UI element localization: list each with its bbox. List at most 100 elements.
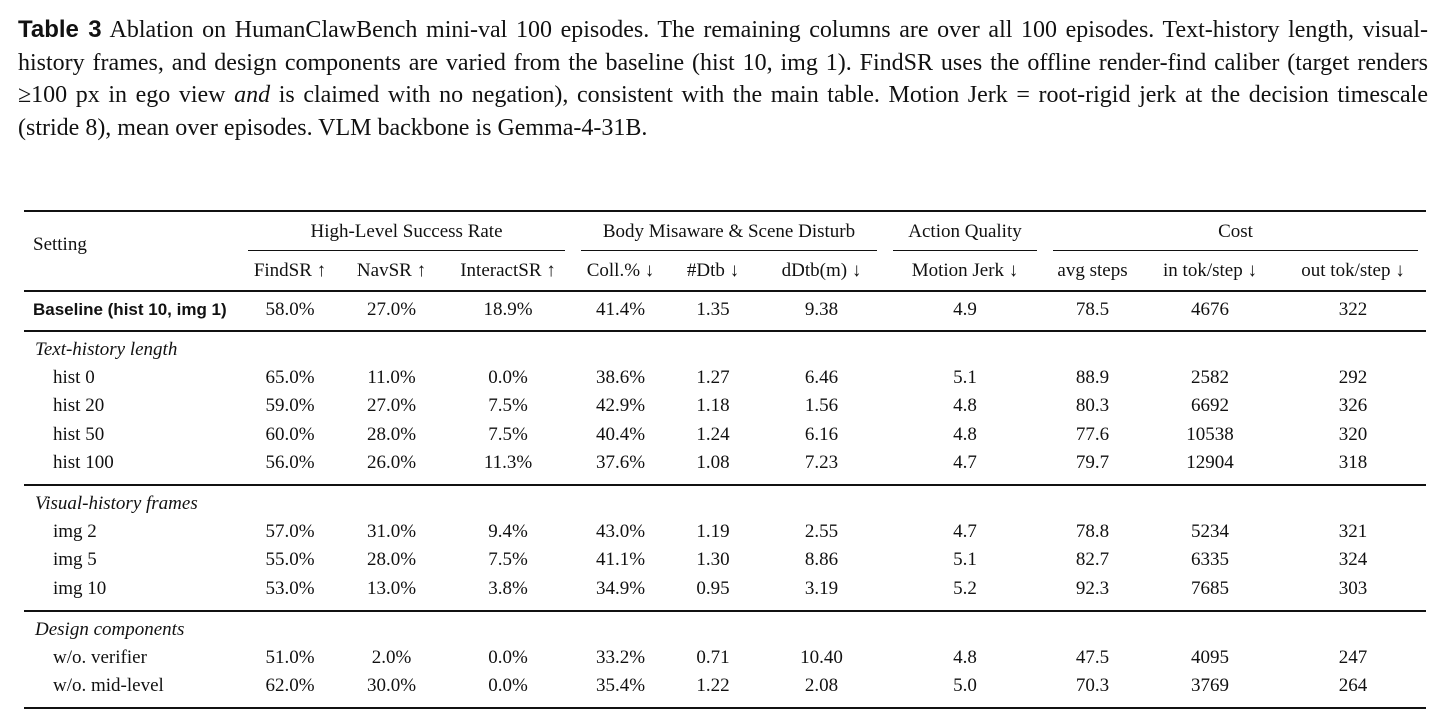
row-label: w/o. verifier <box>53 646 147 668</box>
section-title: Text-history length <box>35 339 178 360</box>
cell: 5.0 <box>953 674 977 696</box>
cell: 0.95 <box>696 577 730 599</box>
cell: 2582 <box>1191 367 1229 388</box>
cell: 324 <box>1338 549 1368 571</box>
rule <box>24 210 1426 212</box>
cell: 31.0% <box>366 520 417 542</box>
cell: 60.0% <box>265 423 315 445</box>
cell: 27.0% <box>366 395 417 417</box>
cell: 3.19 <box>804 577 839 599</box>
column-header: Motion Jerk ↓ <box>911 260 1019 281</box>
cell: 264 <box>1338 674 1368 696</box>
caption-italic: and <box>234 82 271 108</box>
cell: 5234 <box>1191 520 1229 542</box>
column-header: in tok/step ↓ <box>1163 260 1257 281</box>
cell: 41.1% <box>595 549 646 571</box>
cell: 38.6% <box>595 367 646 388</box>
cell: 62.0% <box>265 674 315 696</box>
cell: 0.71 <box>696 646 730 668</box>
cell: 4.9 <box>953 299 977 320</box>
cell: 1.18 <box>696 395 730 417</box>
cell: 1.08 <box>696 451 730 473</box>
cell: 5.1 <box>953 549 977 571</box>
cell: 2.0% <box>371 646 412 668</box>
cell: 12904 <box>1186 451 1234 473</box>
cell: 59.0% <box>265 395 315 417</box>
cell: 8.86 <box>804 549 839 571</box>
cell: 51.0% <box>265 646 315 668</box>
cell: 77.6 <box>1075 423 1110 445</box>
cell: 82.7 <box>1075 549 1110 571</box>
rule <box>24 484 1426 486</box>
caption: Table 3 Ablation on HumanClawBench mini-v… <box>18 14 1428 144</box>
rule <box>24 610 1426 612</box>
cell: 28.0% <box>366 549 417 571</box>
row-label: hist 100 <box>53 451 114 473</box>
cell: 27.0% <box>366 299 417 320</box>
cell: 4.8 <box>953 646 977 668</box>
cell: 80.3 <box>1075 395 1110 417</box>
column-header: Coll.% ↓ <box>586 260 655 281</box>
cell: 0.0% <box>488 646 528 668</box>
section-title: Visual-history frames <box>35 492 198 514</box>
cell: 1.19 <box>696 520 730 542</box>
column-header: #Dtb ↓ <box>686 260 740 281</box>
cell: 1.24 <box>696 423 730 445</box>
cell: 320 <box>1338 423 1368 445</box>
cell: 40.4% <box>595 423 646 445</box>
cell: 58.0% <box>265 299 315 320</box>
cell: 37.6% <box>595 451 646 473</box>
cell: 5.2 <box>953 577 977 599</box>
rule <box>581 250 877 251</box>
cell: 79.7 <box>1075 451 1110 473</box>
column-header: FindSR ↑ <box>253 260 327 281</box>
cell: 4.7 <box>953 451 977 473</box>
cell: 7.5% <box>488 549 528 571</box>
cell: 55.0% <box>265 549 315 571</box>
cell: 30.0% <box>366 674 417 696</box>
caption-label: Table 3 <box>18 16 102 43</box>
cell: 57.0% <box>265 520 315 542</box>
cell: 11.0% <box>367 367 416 388</box>
cell: 6692 <box>1191 395 1229 417</box>
section-title: Design components <box>35 618 185 640</box>
group-header: High-Level Success Rate <box>310 221 503 242</box>
cell: 7.5% <box>488 395 528 417</box>
column-header: out tok/step ↓ <box>1301 260 1405 281</box>
rule <box>248 250 565 251</box>
cell: 10538 <box>1186 423 1234 445</box>
cell: 7.23 <box>804 451 839 473</box>
cell: 1.30 <box>696 549 730 571</box>
row-label: hist 0 <box>53 367 95 388</box>
cell: 33.2% <box>595 646 646 668</box>
column-header: avg steps <box>1057 260 1128 281</box>
cell: 26.0% <box>366 451 417 473</box>
cell: 28.0% <box>366 423 417 445</box>
cell: 9.38 <box>804 299 839 320</box>
cell: 34.9% <box>595 577 646 599</box>
cell: 326 <box>1338 395 1368 417</box>
column-header: NavSR ↑ <box>356 260 427 281</box>
cell: 56.0% <box>265 451 315 473</box>
cell: 1.35 <box>696 299 730 320</box>
rule <box>24 330 1426 332</box>
cell: 78.8 <box>1075 520 1110 542</box>
column-header: InteractSR ↑ <box>460 260 556 281</box>
cell: 2.55 <box>804 520 839 542</box>
cell: 1.22 <box>696 674 730 696</box>
row-label: img 2 <box>53 520 97 542</box>
cell: 41.4% <box>595 299 646 320</box>
row-label: img 5 <box>53 549 97 571</box>
group-header: Cost <box>1218 221 1253 242</box>
cell: 78.5 <box>1075 299 1110 320</box>
cell: 6.46 <box>804 367 839 388</box>
cell: 3.8% <box>488 577 528 599</box>
cell: 18.9% <box>483 299 533 320</box>
column-header: dDtb(m) ↓ <box>781 260 862 281</box>
cell: 318 <box>1338 451 1368 473</box>
cell: 0.0% <box>488 367 528 388</box>
cell: 303 <box>1338 577 1368 599</box>
row-label: Baseline (hist 10, img 1) <box>33 300 227 319</box>
